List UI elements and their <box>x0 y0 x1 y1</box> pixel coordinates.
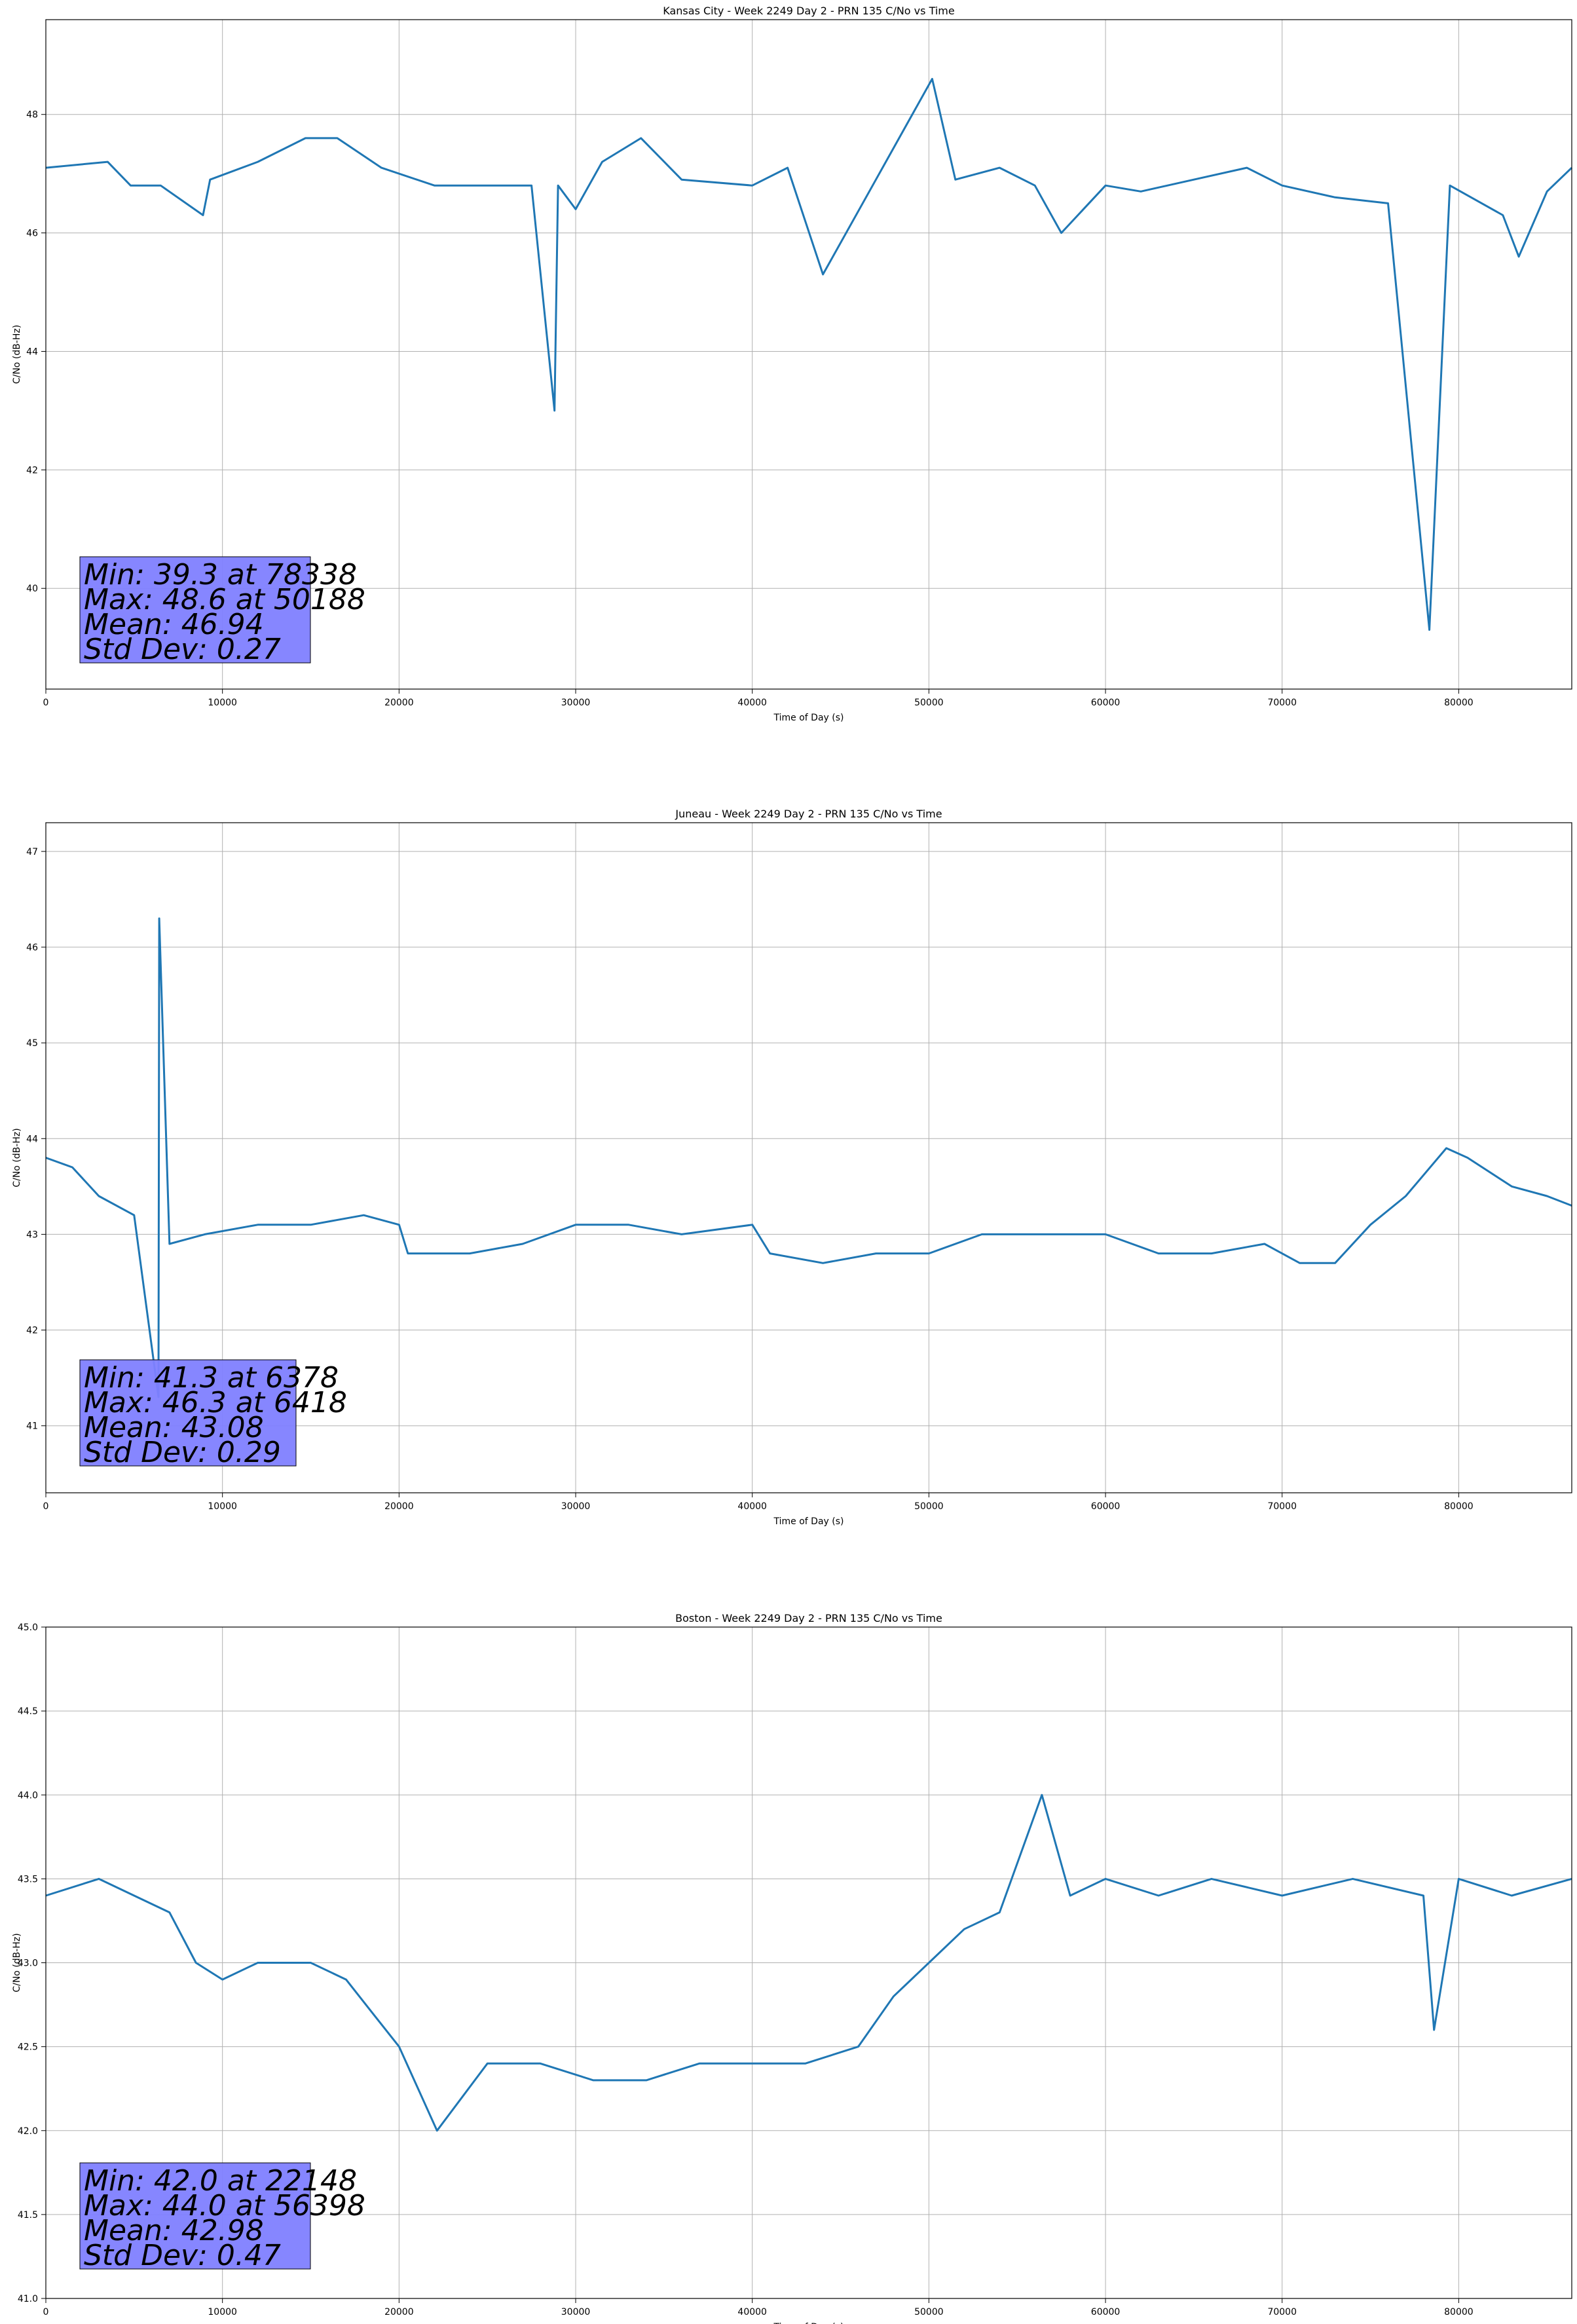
x-tick-label: 30000 <box>561 698 591 708</box>
x-tick-label: 10000 <box>208 698 237 708</box>
y-axis-label: C/No (dB-Hz) <box>12 325 22 384</box>
axes-frame <box>45 19 1572 690</box>
x-tick-label: 30000 <box>561 1501 591 1512</box>
stats-text-line: Mean: 46.94 <box>84 608 264 641</box>
y-tick-label: 44 <box>26 1134 38 1144</box>
stats-text-line: Max: 48.6 at 50188 <box>84 583 365 616</box>
x-tick-label: 70000 <box>1267 698 1297 708</box>
stats-text-line: Min: 42.0 at 22148 <box>84 2164 357 2198</box>
x-tick-label: 20000 <box>384 698 414 708</box>
x-tick-label: 20000 <box>384 2307 414 2317</box>
chart-boston: 0 10000 20000 30000 40000 50000 60000 70000 8000… <box>12 1612 1572 2324</box>
chart-title: Boston - Week 2249 Day 2 - PRN 135 C/No … <box>675 1612 942 1624</box>
y-tick-label: 48 <box>26 110 38 121</box>
x-tick-label: 0 <box>43 2307 49 2317</box>
x-tick-label: 60000 <box>1091 2307 1121 2317</box>
x-tick-label: 50000 <box>914 2307 944 2317</box>
y-axis-label: C/No (dB-Hz) <box>12 1933 22 1992</box>
x-tick-label: 10000 <box>208 2307 237 2317</box>
x-axis-label: Time of Day (s) <box>773 1516 844 1527</box>
y-tick-label: 42 <box>26 1326 38 1336</box>
x-tick-label: 60000 <box>1091 1501 1121 1512</box>
y-tick-label: 46 <box>26 229 38 239</box>
y-tick-label: 42 <box>26 465 38 476</box>
x-tick-label: 80000 <box>1444 1501 1474 1512</box>
x-tick-label: 80000 <box>1444 698 1474 708</box>
y-tick-label: 44.0 <box>18 1790 38 1801</box>
stats-text-line: Std Dev: 0.47 <box>84 2239 281 2272</box>
x-tick-label: 40000 <box>737 1501 767 1512</box>
y-tick-label: 42.5 <box>18 2042 38 2053</box>
x-tick-label: 0 <box>43 1501 49 1512</box>
stats-box <box>79 556 311 664</box>
x-tick-label: 0 <box>43 698 49 708</box>
y-tick-label: 42.0 <box>18 2126 38 2137</box>
y-tick-label: 44 <box>26 347 38 357</box>
x-tick-label: 50000 <box>914 698 944 708</box>
x-tick-label: 70000 <box>1267 1501 1297 1512</box>
axes-frame <box>45 822 1572 1493</box>
y-tick-label: 45.0 <box>18 1622 38 1633</box>
x-tick-label: 70000 <box>1267 2307 1297 2317</box>
x-tick-label: 20000 <box>384 1501 414 1512</box>
stats-text-line: Max: 46.3 at 6418 <box>84 1386 347 1419</box>
x-tick-label: 40000 <box>737 698 767 708</box>
y-tick-label: 41.5 <box>18 2210 38 2221</box>
stats-box <box>79 1359 297 1467</box>
x-tick-label: 60000 <box>1091 698 1121 708</box>
chart-juneau: 0 10000 20000 30000 40000 50000 60000 70000 8000… <box>12 808 1572 1527</box>
y-tick-label: 47 <box>26 847 38 857</box>
x-axis-label: Time of Day (s) <box>773 2322 844 2324</box>
chart-kansas-city: 0 10000 20000 30000 40000 50000 60000 70000 8000… <box>12 5 1573 723</box>
y-tick-label: 46 <box>26 943 38 953</box>
y-tick-label: 45 <box>26 1038 38 1049</box>
stats-text-line: Min: 39.3 at 78338 <box>84 558 357 591</box>
x-tick-label: 50000 <box>914 1501 944 1512</box>
x-tick-label: 10000 <box>208 1501 237 1512</box>
chart-title: Juneau - Week 2249 Day 2 - PRN 135 C/No … <box>675 808 942 820</box>
x-axis-label: Time of Day (s) <box>773 713 844 723</box>
chart-title: Kansas City - Week 2249 Day 2 - PRN 135 … <box>663 5 954 17</box>
stats-box <box>79 2162 311 2270</box>
y-axis-label: C/No (dB-Hz) <box>12 1128 22 1187</box>
x-tick-label: 30000 <box>561 2307 591 2317</box>
cno-series-line <box>45 917 1572 1398</box>
stats-text-line: Mean: 43.08 <box>84 1411 264 1444</box>
stats-text-line: Min: 41.3 at 6378 <box>84 1361 339 1395</box>
y-tick-label: 41.0 <box>18 2294 38 2304</box>
y-tick-label: 41 <box>26 1421 38 1432</box>
stats-text-line: Mean: 42.98 <box>84 2214 264 2247</box>
stats-text-line: Std Dev: 0.27 <box>84 633 281 666</box>
y-tick-label: 43 <box>26 1229 38 1240</box>
stats-text-line: Max: 44.0 at 56398 <box>84 2189 365 2222</box>
y-tick-label: 43.5 <box>18 1874 38 1884</box>
stats-text-line: Std Dev: 0.29 <box>84 1436 281 1469</box>
x-tick-label: 80000 <box>1444 2307 1474 2317</box>
cno-series-line <box>45 77 1573 631</box>
y-tick-label: 40 <box>26 584 38 594</box>
y-tick-label: 43.0 <box>18 1959 38 1969</box>
cno-series-line <box>45 1793 1572 2132</box>
x-tick-label: 40000 <box>737 2307 767 2317</box>
y-tick-label: 44.5 <box>18 1706 38 1717</box>
